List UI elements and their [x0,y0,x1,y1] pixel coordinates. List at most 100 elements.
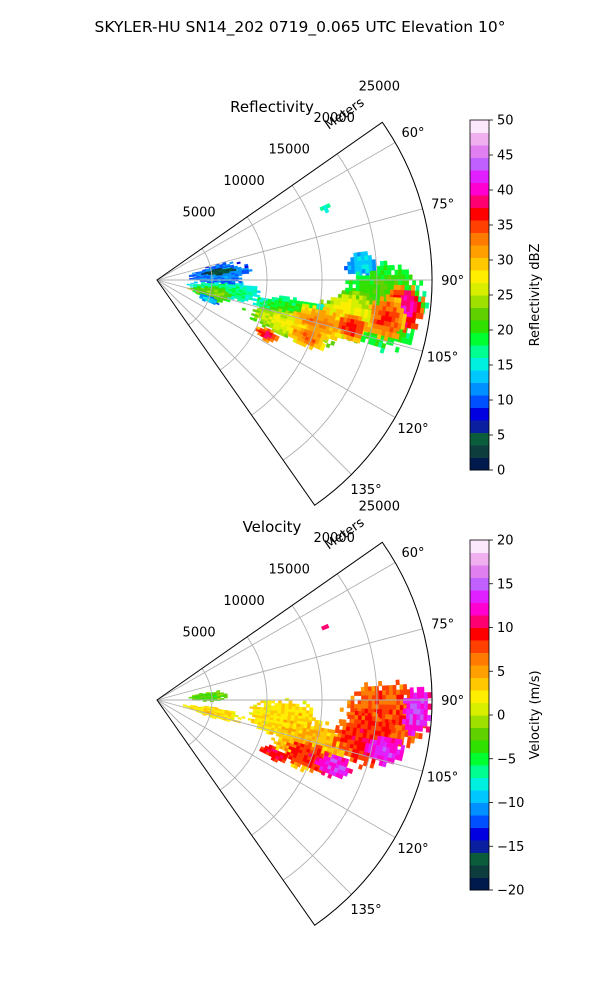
colorbar-segment [470,627,489,641]
reflectivity-panel: Reflectivity 60° 75° 90° 105° 120° 135° 5000 1… [156,79,543,506]
colorbar-segment [470,652,489,666]
colorbar-tick-label: 25 [497,289,514,304]
colorbar-segment [470,590,489,603]
range-tick-label: 15000 [269,142,310,157]
colorbar-tick-label: −10 [497,796,524,811]
azimuth-gridline [156,142,396,281]
figure-title: SKYLER-HU SN14_202 0719_0.065 UTC Elevat… [95,18,506,37]
colorbar-tick-label: −15 [497,840,524,855]
azimuth-tick-label: 75° [431,198,454,213]
echo-cell-8 [333,313,371,344]
colorbar-tick-label: 5 [497,429,505,444]
colorbar-segment [470,295,489,308]
range-ring [219,636,268,791]
colorbar-segment [470,877,489,891]
azimuth-tick-label: 135° [350,483,381,498]
range-tick-label: 10000 [223,594,264,609]
colorbar-segment [470,207,489,221]
colorbar-tick-label: −5 [497,752,516,767]
azimuth-gridline [156,208,423,281]
colorbar-segment [470,827,489,841]
colorbar-tick-label: 10 [497,621,514,636]
azimuth-gridline [156,699,423,772]
panel-title-velocity: Velocity [243,518,302,536]
colorbar-tick-label: 20 [497,534,514,549]
azimuth-gridline [156,699,396,838]
echo-cell-7 [259,744,289,764]
colorbar-segment [470,395,489,408]
range-ring [282,153,378,461]
azimuth-tick-labels: 60° 75° 90° 105° 120° 135° [350,126,464,498]
azimuth-gridline [156,279,352,475]
range-tick-label: 15000 [269,562,310,577]
colorbar-segment [470,602,489,616]
colorbar-segment [470,690,489,703]
colorbar-segment [470,815,489,828]
colorbar-segment [470,245,489,258]
echo-cell-10 [254,326,280,344]
colorbar-tick-label: 10 [497,394,514,409]
range-tick-labels: 5000 10000 15000 20000 25000 [183,499,400,640]
colorbar-tick-label: −20 [497,884,524,899]
colorbar-segment [470,132,489,146]
colorbar-segment [470,120,489,133]
azimuth-tick-label: 60° [401,126,424,141]
azimuth-tick-labels: 60° 75° 90° 105° 120° 135° [350,546,464,918]
echo-cell-11 [321,623,330,631]
colorbar-segment [470,370,489,383]
azimuth-gridline [156,279,396,418]
colorbar-tick-label: 5 [497,665,505,680]
range-tick-label: 25000 [359,79,400,94]
echo-cell-16 [198,293,220,306]
polar-grid [156,542,433,926]
azimuth-tick-label: 120° [397,422,428,437]
colorbar-segment [470,702,489,716]
azimuth-tick-label: 75° [431,618,454,633]
colorbar-segment [470,407,489,421]
colorbar-tick-label: 35 [497,219,514,234]
echo-cell-13 [201,267,237,276]
colorbar-segment [470,257,489,271]
colorbar-segment [470,457,489,471]
colorbar-segment [470,195,489,208]
range-tick-label: 20000 [314,111,355,126]
azimuth-tick-label: 105° [427,351,458,366]
colorbar-segment [470,665,489,678]
colorbar-segment [470,445,489,458]
colorbar-segment [470,220,489,233]
range-tick-labels: 5000 10000 15000 20000 25000 [183,79,400,220]
colorbar-tick-label: 0 [497,709,505,724]
colorbar-segment [470,802,489,816]
echo-layer [182,623,432,780]
colorbar-tick-label: 15 [497,577,514,592]
range-tick-label: 25000 [359,499,400,514]
echo-cell-12 [188,261,253,285]
range-ring [219,216,268,371]
colorbar-label: Reflectivity dBZ [528,244,543,347]
colorbar-segment [470,727,489,741]
echo-layer [186,203,430,354]
range-ring [251,605,323,836]
azimuth-gridline [156,279,423,352]
colorbar-segment [470,615,489,628]
azimuth-tick-label: 105° [427,771,458,786]
colorbar-segment [470,740,489,753]
range-ring [282,573,378,881]
colorbar-segment [470,145,489,158]
echo-cell-9 [286,323,329,352]
colorbar-segment [470,752,489,766]
range-tick-label: 10000 [223,174,264,189]
colorbar-segment [470,282,489,296]
colorbar-segment [470,157,489,171]
echo-cell-9 [362,735,406,768]
colorbar-segment [470,332,489,346]
range-ring [188,248,213,326]
echo-cell-8 [401,686,432,737]
azimuth-tick-label: 135° [350,903,381,918]
colorbar-segment [470,170,489,183]
azimuth-gridline [156,699,352,895]
colorbar-segment [470,577,489,591]
azimuth-tick-label: 90° [441,274,464,289]
colorbar-segment [470,232,489,246]
